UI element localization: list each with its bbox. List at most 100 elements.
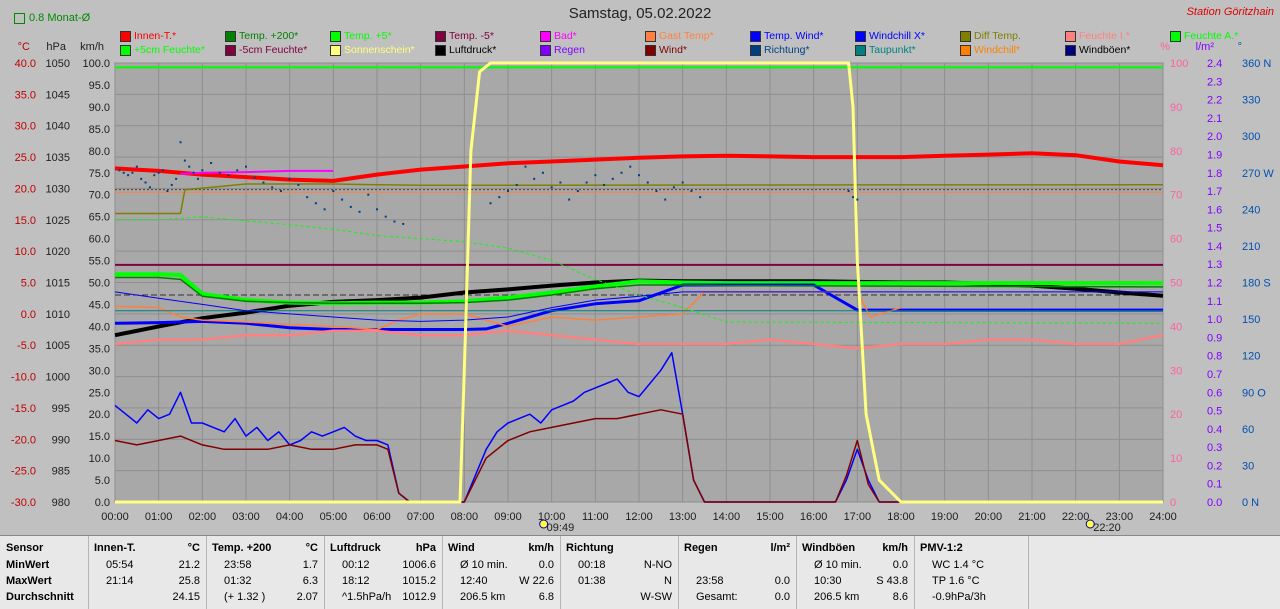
legend-item[interactable]: Windchill X*: [855, 30, 925, 42]
legend-item[interactable]: -5cm Feuchte*: [225, 44, 307, 56]
direction-point: [192, 171, 195, 174]
axis-unit-label: km/h: [80, 41, 104, 53]
summary-cell-label: 01:32: [224, 575, 252, 587]
legend-item[interactable]: Temp. Wind*: [750, 30, 824, 42]
direction-point: [227, 174, 230, 177]
kmh-tick-label: 50.0: [89, 278, 110, 290]
x-tick-label: 18:00: [887, 511, 915, 523]
summary-cell-label: 05:54: [106, 559, 134, 571]
summary-cell-value: 2.07: [296, 591, 318, 603]
summary-row: TP 1.6 °C: [918, 575, 1024, 591]
direction-point: [498, 196, 501, 199]
direction-point: [157, 171, 160, 174]
summary-row: 01:38 N: [564, 575, 674, 591]
summary-column: PMV-1:2 WC 1.4 °C TP 1.6 °C -0.9hPa/3h: [914, 536, 1029, 609]
legend-label: Bad*: [554, 30, 577, 42]
dir-tick-label: 330: [1242, 95, 1260, 107]
direction-point: [568, 198, 571, 201]
hpa-tick-label: 1005: [46, 340, 70, 352]
summary-header-label: Sensor: [6, 542, 44, 554]
legend-item[interactable]: Feuchte A.*: [1170, 30, 1238, 42]
legend-item[interactable]: Temp. -5*: [435, 30, 494, 42]
pct-tick-label: 60: [1170, 234, 1182, 246]
direction-point: [179, 141, 182, 144]
summary-row: 23:58 0.0: [682, 575, 792, 591]
series-line--5cm-feuchte: [115, 216, 1164, 324]
direction-point: [297, 183, 300, 186]
kmh-tick-label: 60.0: [89, 234, 110, 246]
direction-point: [524, 165, 527, 168]
monthly-average-toggle[interactable]: 0.8 Monat-Ø: [14, 12, 90, 24]
summary-cell-label: ^1.5hPa/h: [342, 591, 392, 603]
legend-item[interactable]: Temp. +200*: [225, 30, 298, 42]
summary-header: Richtung: [564, 542, 674, 558]
legend-label: Regen: [554, 44, 585, 56]
legend-item[interactable]: Innen-T.*: [120, 30, 176, 42]
legend-label: Richtung*: [764, 44, 810, 56]
summary-row: 23:58 1.7: [210, 559, 320, 575]
direction-point: [218, 171, 221, 174]
legend-item[interactable]: Taupunkt*: [855, 44, 916, 56]
kmh-tick-label: 40.0: [89, 321, 110, 333]
direction-point: [847, 190, 850, 193]
summary-row: MinWert: [4, 559, 84, 575]
summary-header: Sensor: [4, 542, 84, 558]
rain-tick-label: 1.2: [1207, 278, 1222, 290]
legend-item[interactable]: Feuchte I.*: [1065, 30, 1130, 42]
legend-item[interactable]: Richtung*: [750, 44, 810, 56]
kmh-tick-label: 0.0: [95, 497, 110, 509]
summary-cell-label: 206.5 km: [460, 591, 506, 603]
x-tick-label: 15:00: [756, 511, 784, 523]
hpa-tick-label: 1015: [46, 278, 70, 290]
summary-header-unit: °C: [187, 542, 200, 554]
legend-item[interactable]: Windchill*: [960, 44, 1020, 56]
summary-cell-label: 12:40: [460, 575, 488, 587]
legend-item[interactable]: Regen: [540, 44, 585, 56]
summary-column: Wind km/h Ø 10 min. 0.0 12:40 W 22.6 206.5 km 6…: [442, 536, 561, 609]
sunrise-icon: [539, 519, 549, 529]
summary-row: (+ 1.32 ) 2.07: [210, 591, 320, 607]
legend-label: Windchill X*: [869, 30, 926, 42]
kmh-tick-label: 45.0: [89, 299, 110, 311]
legend-item[interactable]: Gast Temp*: [645, 30, 714, 42]
direction-point: [699, 196, 702, 199]
summary-cell-label: Ø 10 min.: [814, 559, 862, 571]
summary-row: 24.15: [92, 591, 202, 607]
direction-point: [170, 183, 173, 186]
legend-item[interactable]: Temp. +5*: [330, 30, 392, 42]
legend-item[interactable]: Windböen*: [1065, 44, 1130, 56]
legend-swatch: [330, 44, 341, 56]
summary-cell-value: 1015.2: [402, 575, 436, 587]
x-tick-label: 08:00: [451, 511, 479, 523]
pct-tick-label: 80: [1170, 146, 1182, 158]
legend-item[interactable]: Bad*: [540, 30, 577, 42]
summary-cell-value: W-SW: [640, 591, 672, 603]
legend-swatch: [120, 44, 131, 56]
direction-point: [341, 198, 344, 201]
summary-row: 18:12 1015.2: [328, 575, 438, 591]
x-tick-label: 16:00: [800, 511, 828, 523]
direction-point: [140, 177, 143, 180]
chart-title: Samstag, 05.02.2022: [568, 5, 712, 22]
direction-point: [690, 190, 693, 193]
legend: Innen-T.* Temp. +200* Temp. +5* Temp. -5* Ba…: [120, 30, 1280, 60]
direction-point: [851, 196, 854, 199]
legend-item[interactable]: Sonnenschein*: [330, 44, 415, 56]
summary-cell-value: N: [664, 575, 672, 587]
summary-header-label: Luftdruck: [330, 542, 381, 554]
legend-item[interactable]: Wind*: [645, 44, 687, 56]
legend-item[interactable]: Diff Temp.: [960, 30, 1021, 42]
direction-point: [122, 171, 125, 174]
dir-tick-label: 270 W: [1242, 168, 1274, 180]
x-tick-label: 20:00: [975, 511, 1003, 523]
direction-point: [279, 190, 282, 193]
summary-cell-label: WC 1.4 °C: [932, 559, 985, 571]
legend-item[interactable]: +5cm Feuchte*: [120, 44, 205, 56]
direction-point: [576, 190, 579, 193]
direction-point: [507, 190, 509, 193]
legend-item[interactable]: Luftdruck*: [435, 44, 496, 56]
axis-unit-label: °: [1238, 41, 1242, 53]
direction-point: [550, 186, 553, 189]
summary-cell-label: Gesamt:: [696, 591, 738, 603]
legend-label: Taupunkt*: [869, 44, 916, 56]
